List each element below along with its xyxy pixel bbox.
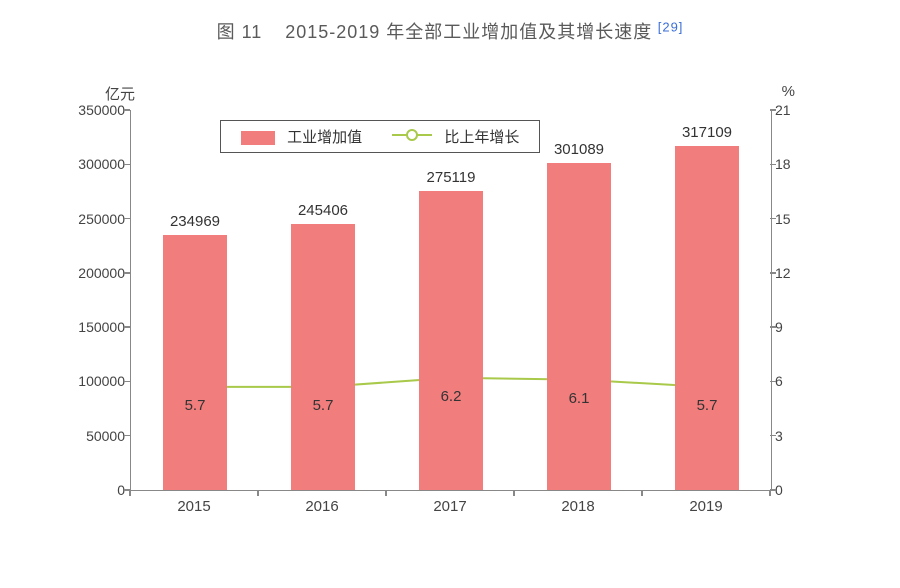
legend-swatch-bar [241,131,275,145]
title-reference: [29] [658,20,684,35]
chart-area: 亿元 % 234969 5.7 245406 5.7 275119 6.2 301089 6.… [50,80,850,560]
line-value-label: 5.7 [313,397,334,414]
plot-area: 234969 5.7 245406 5.7 275119 6.2 301089 6.1 3171… [130,110,772,491]
y-left-tick [124,435,130,437]
y-right-tick [770,164,776,166]
x-axis-tick [641,490,643,496]
y-left-axis-unit: 亿元 [105,83,135,104]
y-left-tick-label: 50000 [55,428,125,444]
bar [163,235,227,490]
y-left-tick [124,326,130,328]
x-axis-tick [513,490,515,496]
legend-item-bars: 工业增加值 [241,126,362,147]
bar [675,146,739,490]
x-axis-tick [769,490,771,496]
title-prefix: 图 11 [217,22,263,42]
y-right-tick [770,381,776,383]
line-value-label: 6.2 [441,388,462,405]
legend-label-bars: 工业增加值 [287,129,362,146]
figure-container: 图 11 2015-2019 年全部工业增加值及其增长速度 [29] 亿元 % … [0,0,900,588]
line-value-label: 6.1 [569,390,590,407]
x-axis-tick [385,490,387,496]
y-right-tick-label: 15 [775,211,815,227]
y-left-tick-label: 350000 [55,102,125,118]
x-axis-tick [257,490,259,496]
y-right-tick-label: 18 [775,156,815,172]
y-right-tick-label: 12 [775,265,815,281]
legend-swatch-line [392,128,432,142]
y-right-tick [770,218,776,220]
x-axis-tick [129,490,131,496]
bar-value-label: 234969 [170,213,220,230]
y-left-tick-label: 300000 [55,156,125,172]
y-left-tick [124,164,130,166]
x-axis-label: 2018 [561,498,594,515]
y-left-tick [124,218,130,220]
legend-label-line: 比上年增长 [444,129,519,146]
bar [291,224,355,490]
y-right-tick-label: 3 [775,428,815,444]
y-left-tick [124,381,130,383]
y-right-tick [770,109,776,111]
y-right-tick-label: 21 [775,102,815,118]
bar [547,163,611,490]
y-left-tick [124,272,130,274]
y-left-tick-label: 100000 [55,373,125,389]
y-right-tick [770,326,776,328]
bar-value-label: 275119 [427,169,476,186]
line-value-label: 5.7 [697,397,718,414]
bar-value-label: 245406 [298,202,348,219]
x-axis-label: 2019 [689,498,722,515]
legend-item-line: 比上年增长 [392,126,519,147]
y-left-tick-label: 0 [55,482,125,498]
title-text [268,22,280,42]
x-axis-label: 2017 [433,498,466,515]
y-right-tick-label: 6 [775,373,815,389]
figure-title: 图 11 2015-2019 年全部工业增加值及其增长速度 [29] [0,0,900,44]
title-main: 2015-2019 年全部工业增加值及其增长速度 [285,22,652,42]
y-left-tick [124,109,130,111]
legend: 工业增加值 比上年增长 [220,120,540,153]
bar-value-label: 317109 [682,124,732,141]
bar [419,191,483,490]
y-right-tick [770,435,776,437]
y-right-axis-unit: % [782,83,795,100]
line-value-label: 5.7 [185,397,206,414]
y-right-tick-label: 0 [775,482,815,498]
bar-value-label: 301089 [554,141,604,158]
x-axis-label: 2016 [305,498,338,515]
y-left-tick-label: 250000 [55,211,125,227]
y-right-tick [770,489,776,491]
y-left-tick-label: 150000 [55,319,125,335]
x-axis-label: 2015 [177,498,210,515]
y-left-tick-label: 200000 [55,265,125,281]
y-right-tick [770,272,776,274]
y-right-tick-label: 9 [775,319,815,335]
